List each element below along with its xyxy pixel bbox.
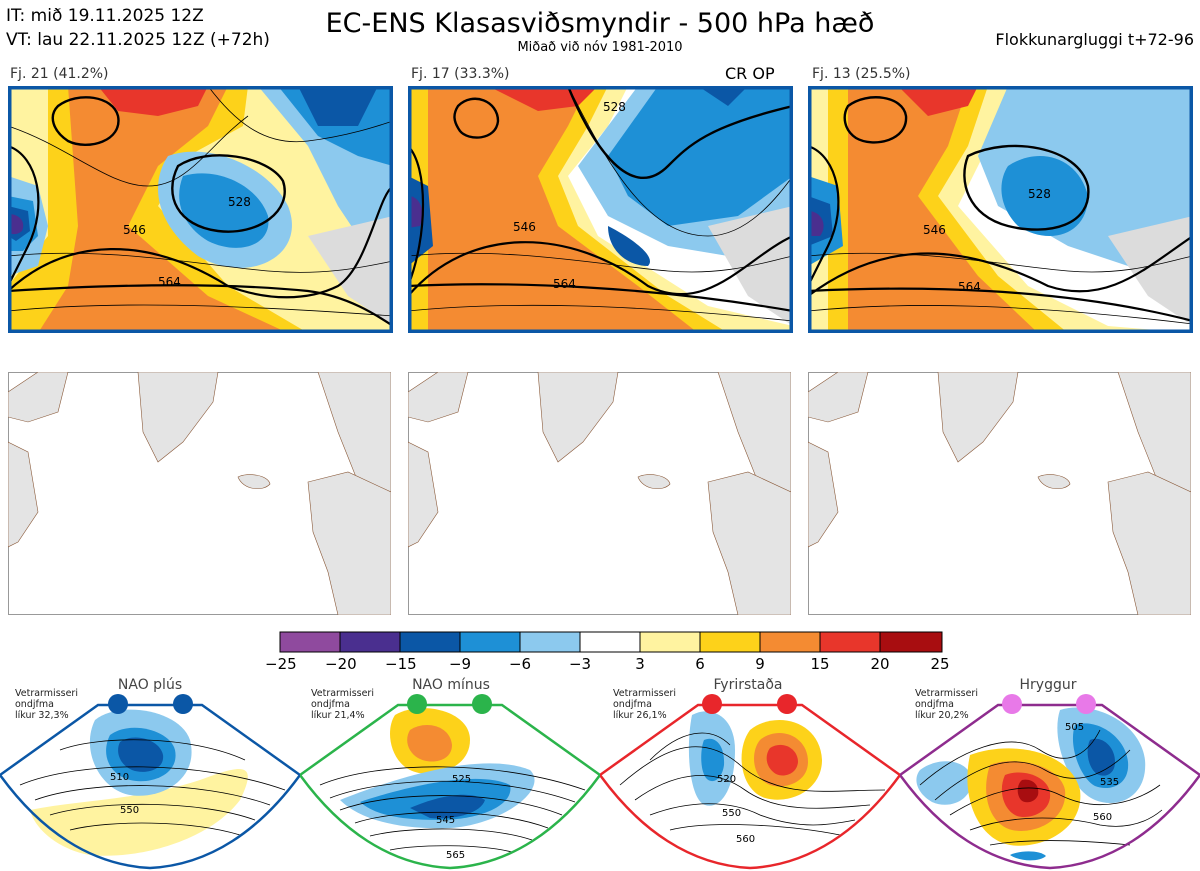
regime-contour-label: 505 [1065, 722, 1084, 733]
page-title: EC-ENS Klasasviðsmyndir - 500 hPa hæð [325, 8, 875, 39]
regime-marker [472, 694, 492, 714]
note-line: líkur 26,1% [613, 710, 667, 721]
regime-title-nao-minus: NAO mínus [412, 677, 490, 693]
cluster-2-op-label: CR OP [725, 64, 775, 83]
cluster-1-label: Fj. 21 (41.2%) [10, 66, 109, 82]
contour-label-528: 528 [603, 100, 626, 114]
colorbar-bin [399, 631, 461, 653]
colorbar-tick: 3 [635, 655, 645, 673]
regime-note-blocking: Vetrarmisseri ondjfma líkur 26,1% [613, 688, 676, 721]
regime-map-blocking: 520 550 560 [600, 703, 900, 870]
cluster-3-anomaly-map: 564 546 528 [808, 86, 1193, 333]
classification-window: Flokkunargluggi t+72-96 [995, 30, 1194, 49]
colorbar-bin [459, 631, 521, 653]
regime-title-nao-plus: NAO plús [117, 677, 183, 693]
regime-contour-label: 535 [1100, 777, 1119, 788]
note-line: ondjfma [311, 699, 350, 710]
regime-markers-nao-minus [407, 694, 492, 714]
regime-contour-label: 510 [110, 772, 129, 783]
regime-map-ridge: 505 535 560 [900, 703, 1200, 870]
colorbar [279, 631, 943, 653]
colorbar-bin [339, 631, 401, 653]
regime-marker [173, 694, 193, 714]
colorbar-tick: 9 [755, 655, 765, 673]
cluster-1-anomaly-map: 564 546 528 [8, 86, 393, 333]
colorbar-tick: 25 [930, 655, 950, 673]
note-line: líkur 21,4% [311, 710, 365, 721]
note-line: Vetrarmisseri [613, 688, 676, 699]
regime-contour-label: 525 [452, 774, 471, 785]
regime-marker [777, 694, 797, 714]
regime-contour-label: 550 [722, 808, 741, 819]
valid-time: VT: lau 22.11.2025 12Z (+72h) [6, 30, 270, 50]
regime-contour-label: 550 [120, 805, 139, 816]
regime-marker [108, 694, 128, 714]
colorbar-bin [699, 631, 761, 653]
regime-markers-ridge [1002, 694, 1096, 714]
contour-label-528: 528 [1028, 187, 1051, 201]
regime-contour-label: 520 [717, 774, 736, 785]
contour-label-564: 564 [553, 277, 576, 291]
colorbar-tick: −6 [508, 655, 532, 673]
note-line: ondjfma [613, 699, 652, 710]
regime-title-blocking: Fyrirstaða [713, 677, 783, 693]
note-line: Vetrarmisseri [915, 688, 978, 699]
regime-map-nao-minus: 525 545 565 [300, 703, 600, 870]
contour-label-546: 546 [123, 223, 146, 237]
note-line: líkur 32,3% [15, 710, 69, 721]
colorbar-bin [759, 631, 821, 653]
regime-note-ridge: Vetrarmisseri ondjfma líkur 20,2% [915, 688, 978, 721]
regime-note-nao-minus: Vetrarmisseri ondjfma líkur 21,4% [311, 688, 374, 721]
regime-marker [702, 694, 722, 714]
regime-contour-label: 560 [736, 834, 755, 845]
note-line: ondjfma [15, 699, 54, 710]
cluster-2-anomaly-map: 564 546 528 [408, 86, 793, 333]
note-line: líkur 20,2% [915, 710, 969, 721]
contour-label-546: 546 [513, 220, 536, 234]
regime-contour-label: 545 [436, 815, 455, 826]
regime-contour-label: 560 [1093, 812, 1112, 823]
note-line: ondjfma [915, 699, 954, 710]
colorbar-tick: −25 [265, 655, 297, 673]
regime-marker [1002, 694, 1022, 714]
cluster-2-label: Fj. 17 (33.3%) [411, 66, 510, 82]
regime-contour-label: 565 [446, 850, 465, 861]
colorbar-bin [519, 631, 581, 653]
cluster-1-basemap [8, 372, 391, 615]
initial-time: IT: mið 19.11.2025 12Z [6, 6, 204, 26]
colorbar-tick: −15 [385, 655, 417, 673]
regime-marker [1076, 694, 1096, 714]
contour-label-528: 528 [228, 195, 251, 209]
regime-marker [407, 694, 427, 714]
cluster-3-label: Fj. 13 (25.5%) [812, 66, 911, 82]
regime-markers-nao-plus [108, 694, 193, 714]
colorbar-bin [639, 631, 701, 653]
cluster-2-basemap [408, 372, 791, 615]
regime-map-nao-plus: 510 550 [0, 703, 300, 870]
cluster-3-basemap [808, 372, 1191, 615]
note-line: Vetrarmisseri [311, 688, 374, 699]
colorbar-tick: −9 [448, 655, 472, 673]
note-line: Vetrarmisseri [15, 688, 78, 699]
contour-label-546: 546 [923, 223, 946, 237]
colorbar-tick: −20 [325, 655, 357, 673]
colorbar-bin [819, 631, 881, 653]
colorbar-tick: 20 [870, 655, 890, 673]
colorbar-bin [579, 631, 641, 653]
page-subtitle: Miðað við nóv 1981-2010 [517, 40, 683, 55]
regime-note-nao-plus: Vetrarmisseri ondjfma líkur 32,3% [15, 688, 78, 721]
contour-label-564: 564 [958, 280, 981, 294]
colorbar-bin [879, 631, 943, 653]
regime-title-ridge: Hryggur [1019, 677, 1077, 693]
colorbar-tick: 6 [695, 655, 705, 673]
regime-markers-blocking [702, 694, 797, 714]
contour-label-564: 564 [158, 275, 181, 289]
colorbar-bin [279, 631, 341, 653]
colorbar-tick: 15 [810, 655, 830, 673]
colorbar-tick: −3 [568, 655, 592, 673]
